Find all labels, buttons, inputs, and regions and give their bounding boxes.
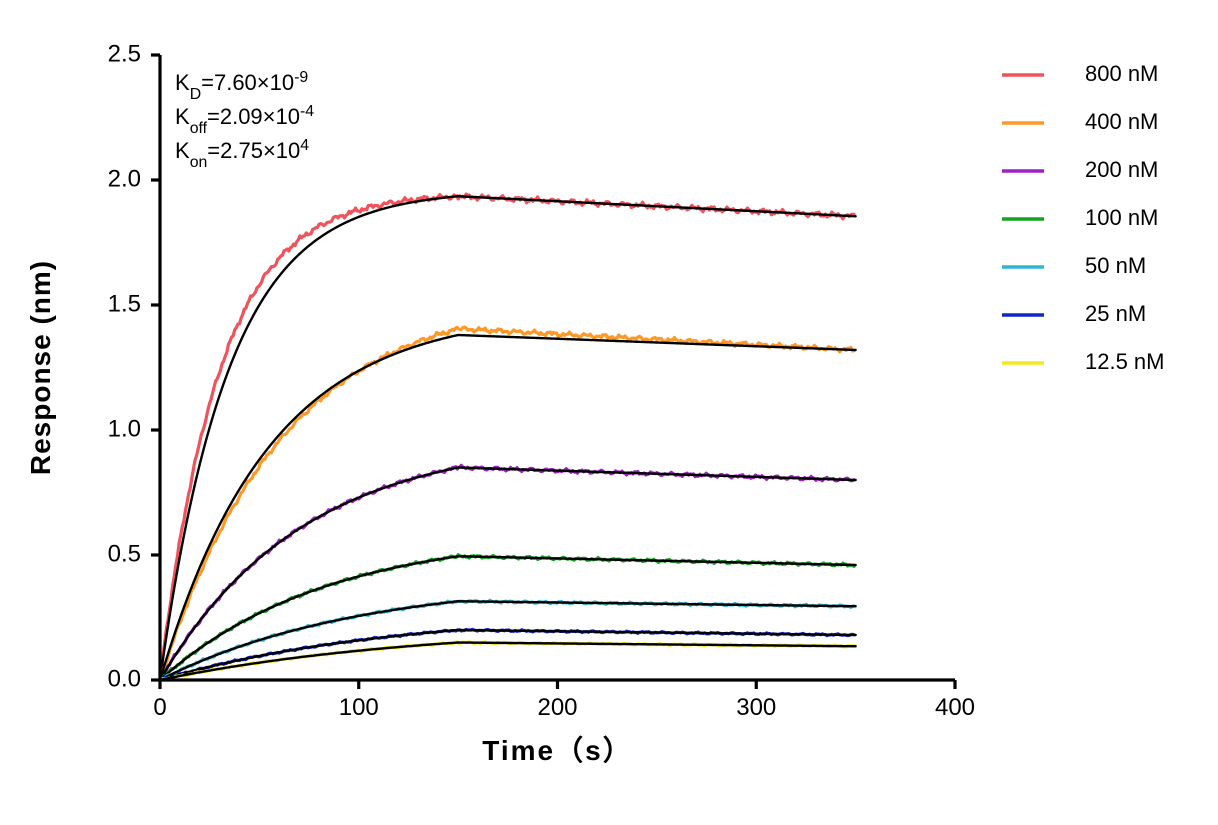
y-tick-label: 2.5 (108, 40, 141, 67)
y-tick-label: 0.0 (108, 665, 141, 692)
y-axis-label: Response (nm) (25, 260, 56, 475)
x-tick-label: 100 (339, 694, 379, 721)
legend-label: 200 nM (1085, 157, 1158, 182)
legend-label: 400 nM (1085, 109, 1158, 134)
binding-kinetics-chart: 0.0 0.5 1.0 1.5 2.0 2.5 0 100 200 300 400 Response … (0, 0, 1218, 825)
x-tick-label: 0 (153, 694, 166, 721)
x-tick-label: 300 (736, 694, 776, 721)
y-tick-label: 2.0 (108, 165, 141, 192)
legend-label: 12.5 nM (1085, 349, 1165, 374)
legend-label: 100 nM (1085, 205, 1158, 230)
y-tick-label: 1.5 (108, 290, 141, 317)
legend-label: 25 nM (1085, 301, 1146, 326)
y-tick-label: 1.0 (108, 415, 141, 442)
y-tick-label: 0.5 (108, 540, 141, 567)
chart-container: 0.0 0.5 1.0 1.5 2.0 2.5 0 100 200 300 400 Response … (0, 0, 1218, 825)
legend-label: 800 nM (1085, 61, 1158, 86)
x-axis-label: Time（s） (482, 734, 632, 766)
x-tick-label: 200 (537, 694, 577, 721)
x-tick-label: 400 (935, 694, 975, 721)
legend-label: 50 nM (1085, 253, 1146, 278)
